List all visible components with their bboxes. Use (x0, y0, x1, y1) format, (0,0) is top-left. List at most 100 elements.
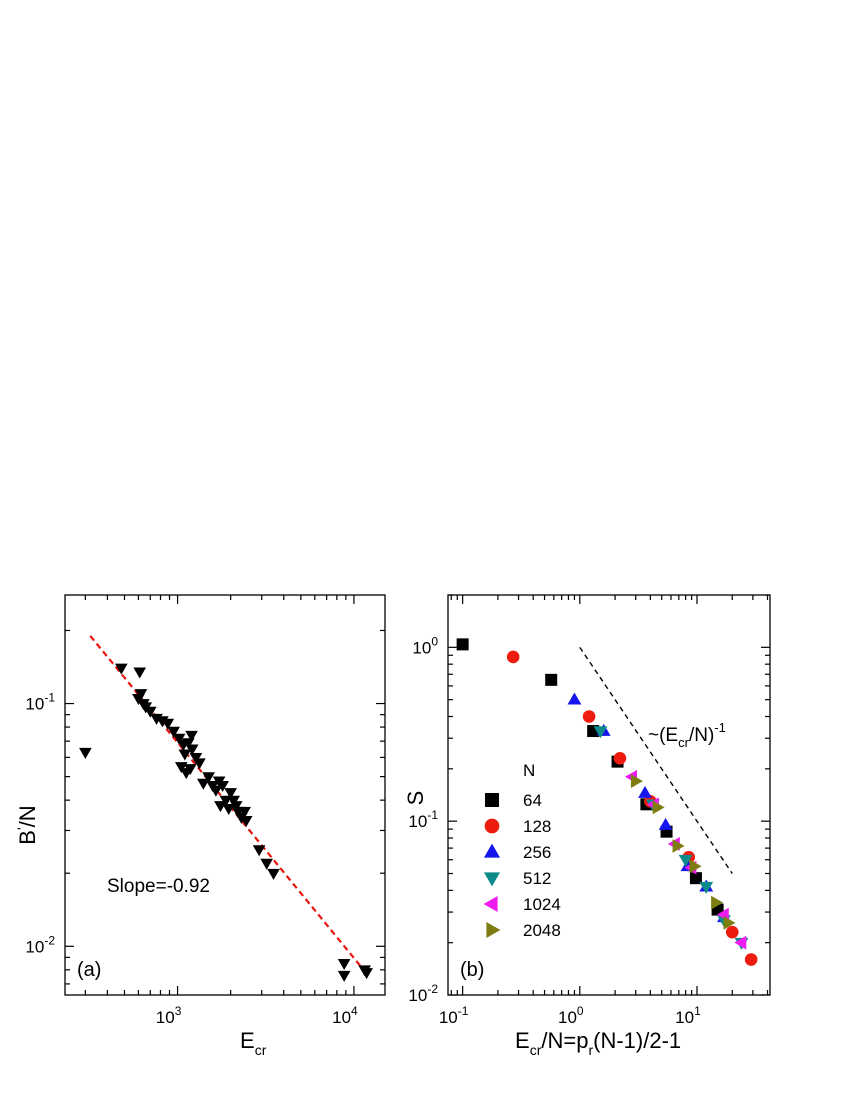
panel-a-data-point (185, 744, 199, 756)
panel-b-data-point-128 (725, 925, 739, 939)
panel-a-ylabel-main: B (15, 830, 40, 845)
panel-b-xlabel-e-sub: cr (530, 1042, 542, 1058)
panel-b-xlabel-mid: /N=p (541, 1028, 588, 1053)
panel-b-x-tick-label: 10-1 (439, 1004, 469, 1027)
panel-a-label: (a) (77, 959, 101, 981)
legend-marker-128 (484, 818, 500, 834)
panel-b-y-tick-label: 10-2 (408, 982, 438, 1005)
panel-b-data-point-2048 (723, 915, 736, 930)
panel-a-data-point (79, 747, 92, 759)
panel-b-data-point-2048 (672, 839, 685, 853)
panel-b-annotation-sub: cr (678, 735, 690, 750)
panel-b-annotation-pre: ~(E (648, 725, 678, 746)
panel-b-data-point-64 (545, 673, 558, 686)
panel-b-xlabel: Ecr/N=pr(N-1)/2-1 (515, 1028, 681, 1058)
panel-b-data-point-512 (678, 854, 693, 867)
panel-a-data-point (183, 764, 197, 776)
panel-a-fit-line (89, 635, 366, 972)
panel-a-data-point (134, 689, 148, 701)
panel-a-data-point (229, 801, 243, 813)
panel-a-data-point (197, 778, 210, 790)
panel-b-data-point-128 (613, 751, 627, 765)
panel-b-label: (b) (460, 959, 484, 981)
panel-b-xlabel-e: E (515, 1028, 530, 1053)
panel-b-data-point-2048 (711, 895, 724, 910)
panel-b-data-point-256 (638, 785, 652, 798)
legend-marker-1024 (483, 895, 498, 913)
panel-a-frame (64, 594, 386, 996)
panel-b-annotation-sup: -1 (714, 720, 726, 735)
panel-b-data-point-256 (567, 692, 582, 705)
panel-b-data-point-512 (593, 726, 608, 739)
panel-a-data-point (209, 785, 223, 797)
panel-a-ylabel-prime: ' (14, 827, 30, 830)
panel-b-xlabel-end: (N-1)/2-1 (593, 1028, 681, 1053)
legend-label-256: 256 (523, 843, 551, 862)
panel-a-data-point (337, 970, 351, 982)
panel-b-annotation: ~(Ecr/N)-1 (648, 720, 726, 750)
panel-a-data-point (193, 758, 206, 770)
panel-b-y-tick-label: 100 (412, 634, 438, 657)
panel-a-data-point (143, 706, 157, 718)
legend-label-64: 64 (523, 791, 542, 810)
panel-a-data-point (178, 749, 192, 761)
panel-a-data-point (238, 806, 251, 818)
legend-label-128: 128 (523, 817, 551, 836)
panel-b-y-tick-label: 10-1 (408, 808, 438, 831)
panel-a-y-tick-label: 10-1 (25, 691, 55, 714)
panel-a-ticks: 103 104 10-2 10-1 (25, 595, 385, 1027)
legend-marker-256 (483, 843, 501, 858)
panel-a-x-tick-label: 103 (156, 1004, 182, 1027)
panel-a-data-point (202, 772, 215, 784)
panel-a-xlabel-main: E (240, 1028, 255, 1053)
panel-a-annotation: Slope=-0.92 (107, 876, 210, 897)
panel-a-data-point (222, 803, 236, 815)
panel-a-data-point (115, 663, 128, 675)
panel-b-legend: N 64 128 256 512 1024 2048 (483, 761, 561, 940)
panel-b-data-point-64 (456, 638, 469, 651)
panel-b-guide-line (579, 646, 733, 874)
panel-b-frame (447, 594, 771, 996)
panel-a-y-tick-label: 10-2 (25, 933, 55, 956)
panel-a-data-point (224, 788, 237, 800)
legend-marker-2048 (486, 921, 501, 939)
panel-b-guide-line-path (579, 646, 733, 874)
panel-a-data-point (360, 968, 373, 980)
panel-b-annotation-mid: /N) (689, 725, 714, 746)
legend-label-1024: 1024 (523, 895, 561, 914)
panel-a-ylabel-rest: /N (15, 805, 40, 827)
panel-a-xlabel-sub: cr (255, 1042, 267, 1058)
panel-b-data-point-256 (658, 817, 673, 830)
panel-b-data-point-128 (744, 953, 758, 966)
panel-a-data-point (167, 726, 180, 738)
panel-a: 103 104 10-2 10-1 (a) Slope=-0.92 Ecr B'/N (14, 594, 386, 1058)
panel-b-data-point-2048 (652, 800, 665, 815)
panel-a-data-point (337, 959, 351, 971)
panel-b-data-point-512 (699, 881, 714, 894)
panel-b-ylabel: S (403, 791, 428, 806)
legend-marker-512 (483, 872, 501, 887)
panel-a-data-point (161, 718, 175, 730)
panel-b-data-point-1024 (734, 935, 747, 950)
panel-b-data-point-2048 (689, 859, 702, 874)
panel-b-data-point-128 (506, 650, 520, 664)
panel-b-data (456, 638, 758, 966)
panel-a-data-point (214, 801, 227, 813)
panel-a-xlabel: Ecr (240, 1028, 267, 1058)
panel-a-data-point (216, 781, 229, 793)
panel-a-data-point (267, 868, 280, 880)
panel-a-data (79, 635, 373, 982)
panel-b-data-point-128 (582, 710, 596, 723)
legend-label-2048: 2048 (523, 921, 561, 940)
panel-b-data-point-2048 (630, 774, 643, 789)
panel-a-data-point (185, 730, 198, 742)
panel-a-data-point (239, 816, 253, 828)
panel-a-data-point (260, 858, 273, 870)
panel-a-data-point (172, 733, 186, 745)
panel-a-ylabel: B'/N (14, 805, 40, 844)
legend-title: N (523, 761, 535, 780)
panel-b-x-tick-label: 101 (675, 1004, 701, 1027)
